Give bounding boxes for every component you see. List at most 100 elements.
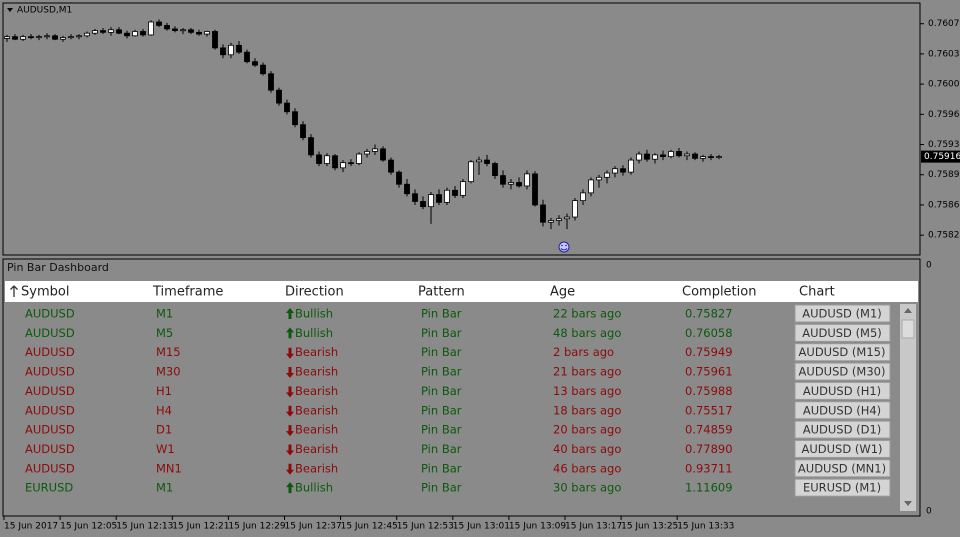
- scroll-thumb[interactable]: [901, 319, 915, 339]
- candle-body: [52, 35, 58, 40]
- table-cell: Pin Bar: [421, 345, 462, 359]
- chart-button-label[interactable]: AUDUSD (MN1): [798, 461, 886, 475]
- x-tick-label: 15 Jun 12:21: [172, 522, 229, 532]
- candle-body: [644, 153, 650, 160]
- table-cell: AUDUSD: [25, 326, 75, 340]
- candle-body: [84, 32, 90, 37]
- table-cell: AUDUSD: [25, 423, 75, 437]
- chart-button-label[interactable]: AUDUSD (M1): [802, 307, 882, 321]
- pattern-icon: [558, 241, 570, 253]
- chart-button[interactable]: [794, 323, 891, 342]
- candle-body: [500, 175, 506, 185]
- candle-body: [108, 29, 114, 33]
- chart-button-label[interactable]: AUDUSD (D1): [803, 423, 882, 437]
- chart-button-label[interactable]: AUDUSD (W1): [801, 442, 882, 456]
- chart-button-label[interactable]: AUDUSD (H4): [803, 403, 881, 417]
- candle-body: [260, 64, 266, 75]
- table-cell: M30: [156, 365, 181, 379]
- candle-body: [668, 151, 674, 158]
- table-cell: 0.75949: [685, 345, 733, 359]
- table-cell: D1: [156, 423, 172, 437]
- candle-body: [684, 153, 690, 157]
- subwindow-tick-label: 0: [926, 261, 932, 271]
- table-cell: 22 bars ago: [553, 307, 621, 321]
- scrollbar[interactable]: [900, 304, 916, 511]
- candle-body: [228, 44, 234, 56]
- candle-body: [220, 47, 226, 56]
- menu-arrow[interactable]: [7, 8, 13, 12]
- candle-body: [484, 159, 490, 164]
- candle-body: [636, 153, 642, 161]
- table-cell: 48 bars ago: [553, 326, 621, 340]
- table-cell: 1.11609: [685, 481, 733, 495]
- table-cell: W1: [156, 442, 175, 456]
- candle-body: [468, 161, 474, 183]
- arrow-down: [286, 444, 294, 456]
- x-tick-label: 15 Jun 12:05: [60, 522, 117, 532]
- column-header[interactable]: Chart: [799, 285, 835, 300]
- scroll-down[interactable]: [904, 501, 912, 506]
- table-cell: Pin Bar: [421, 481, 462, 495]
- chart-button[interactable]: [794, 459, 891, 478]
- candle-body: [12, 36, 18, 40]
- table-cell: 0.75827: [685, 307, 733, 321]
- chart-button-label[interactable]: EURUSD (M1): [803, 481, 881, 495]
- candle-body: [676, 151, 682, 157]
- window-title: AUDUSD,M1: [17, 6, 72, 16]
- x-tick-label: 15 Jun 12:53: [397, 522, 454, 532]
- table-cell: Bearish: [295, 365, 338, 379]
- table-cell: 0.77890: [685, 442, 733, 456]
- candle-body: [148, 21, 154, 36]
- candle-body: [180, 29, 186, 32]
- chart-button-label[interactable]: AUDUSD (M30): [799, 365, 886, 379]
- chart-button[interactable]: [794, 439, 891, 458]
- candle-body: [340, 162, 346, 169]
- candle-body: [700, 156, 706, 159]
- table-cell: AUDUSD: [25, 365, 75, 379]
- x-tick-label: 15 Jun 13:17: [565, 522, 622, 532]
- column-header[interactable]: Direction: [285, 285, 344, 300]
- chart-button[interactable]: [794, 381, 891, 400]
- table-cell: AUDUSD: [25, 403, 75, 417]
- column-header[interactable]: Completion: [682, 285, 756, 300]
- candle-body: [412, 193, 418, 202]
- candle-body: [532, 173, 538, 206]
- chart-button-label[interactable]: AUDUSD (M5): [802, 326, 882, 340]
- table-cell: Bearish: [295, 442, 338, 456]
- x-tick-label: 15 Jun 13:01: [453, 522, 510, 532]
- chart-button-label[interactable]: AUDUSD (M15): [799, 345, 886, 359]
- dashboard-title: Pin Bar Dashboard: [7, 261, 109, 274]
- candle-body: [660, 154, 666, 158]
- chart-button[interactable]: [794, 420, 891, 439]
- candle-body: [348, 162, 354, 165]
- chart-button[interactable]: [794, 478, 891, 497]
- table-cell: 30 bars ago: [553, 481, 621, 495]
- candle-body: [124, 32, 130, 37]
- scroll-up[interactable]: [904, 308, 912, 313]
- x-tick-label: 15 Jun 12:37: [285, 522, 342, 532]
- subwindow-tick-label: 0: [926, 507, 932, 517]
- chart-button[interactable]: [794, 343, 891, 362]
- table-cell: AUDUSD: [25, 384, 75, 398]
- column-header[interactable]: Timeframe: [152, 285, 223, 300]
- table-cell: 40 bars ago: [553, 442, 621, 456]
- sort-arrow[interactable]: [10, 285, 18, 297]
- table-cell: 46 bars ago: [553, 461, 621, 475]
- candle-body: [236, 44, 242, 53]
- table-cell: 0.75517: [685, 403, 733, 417]
- chart-button[interactable]: [794, 304, 891, 323]
- current-price-box: [921, 150, 960, 163]
- chart-button-label[interactable]: AUDUSD (H1): [803, 384, 881, 398]
- column-header[interactable]: Age: [550, 285, 575, 300]
- table-cell: M15: [156, 345, 181, 359]
- arrow-down: [286, 386, 294, 398]
- column-header[interactable]: Symbol: [21, 285, 69, 300]
- chart-button[interactable]: [794, 362, 891, 381]
- x-tick-label: 15 Jun 13:33: [677, 522, 734, 532]
- table-cell: 2 bars ago: [553, 345, 614, 359]
- candle-body: [540, 204, 546, 223]
- column-header[interactable]: Pattern: [418, 285, 465, 300]
- chart-button[interactable]: [794, 401, 891, 420]
